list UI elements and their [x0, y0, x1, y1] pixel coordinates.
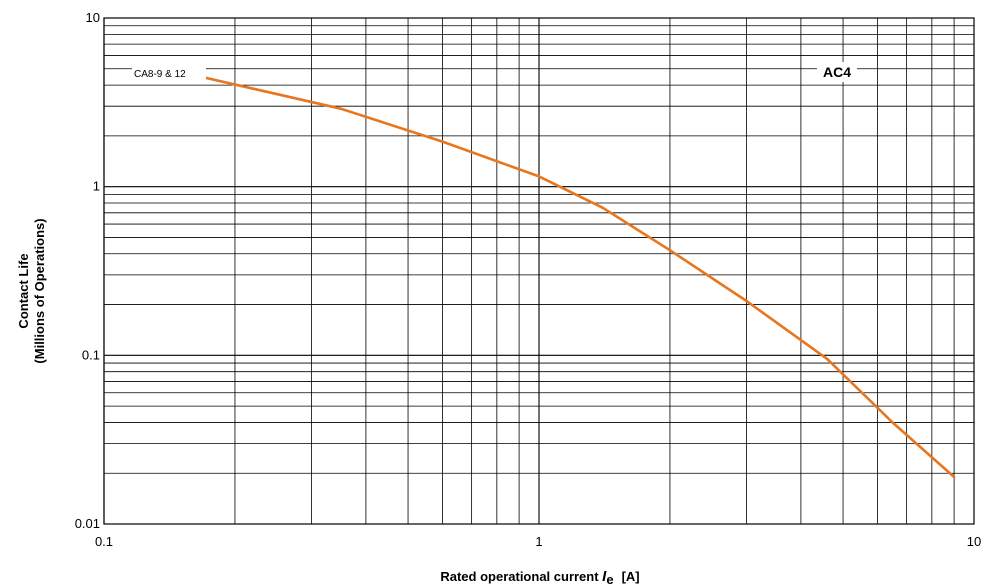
- series-point: [891, 421, 894, 424]
- category-label: AC4: [823, 64, 851, 80]
- plot-frame: [103, 17, 975, 525]
- y-axis-title-line1: Contact Life: [16, 253, 31, 328]
- series-point: [745, 299, 748, 303]
- grid: [103, 18, 974, 525]
- category-label-bg: [817, 62, 857, 82]
- series-label-bg: [132, 65, 206, 81]
- x-axis-title-symbol: I: [602, 568, 607, 585]
- x-tick-label: 10: [967, 534, 981, 549]
- y-tick-labels: 10 1 0.1 0.01: [75, 10, 100, 531]
- y-tick-label: 10: [86, 10, 100, 25]
- x-axis-title: Rated operational current Ie [A]: [440, 568, 639, 586]
- series-label: CA8-9 & 12: [134, 69, 186, 80]
- y-axis-title-line2: (Millions of Operations): [32, 218, 47, 363]
- series-line-ca8-9-12: [192, 73, 955, 478]
- y-tick-label: 0.01: [75, 516, 100, 531]
- x-tick-label: 1: [535, 534, 542, 549]
- y-tick-label: 1: [93, 179, 100, 194]
- y-tick-label: 0.1: [82, 347, 100, 362]
- series-point: [668, 248, 672, 252]
- x-axis-title-suffix: [A]: [622, 569, 640, 584]
- x-tick-label: 0.1: [95, 534, 113, 549]
- x-axis-title-prefix: Rated operational current: [440, 569, 602, 584]
- series-point: [441, 140, 444, 143]
- series-point: [601, 206, 604, 210]
- series-point: [825, 357, 829, 361]
- x-axis-title-subscript: e: [606, 572, 613, 586]
- series-point: [339, 107, 342, 110]
- series-point: [537, 175, 541, 178]
- series-points: [191, 73, 956, 479]
- series-point: [952, 475, 956, 479]
- x-tick-labels: 0.1 1 10: [95, 534, 981, 549]
- y-axis-title: Contact Life (Millions of Operations): [16, 218, 47, 363]
